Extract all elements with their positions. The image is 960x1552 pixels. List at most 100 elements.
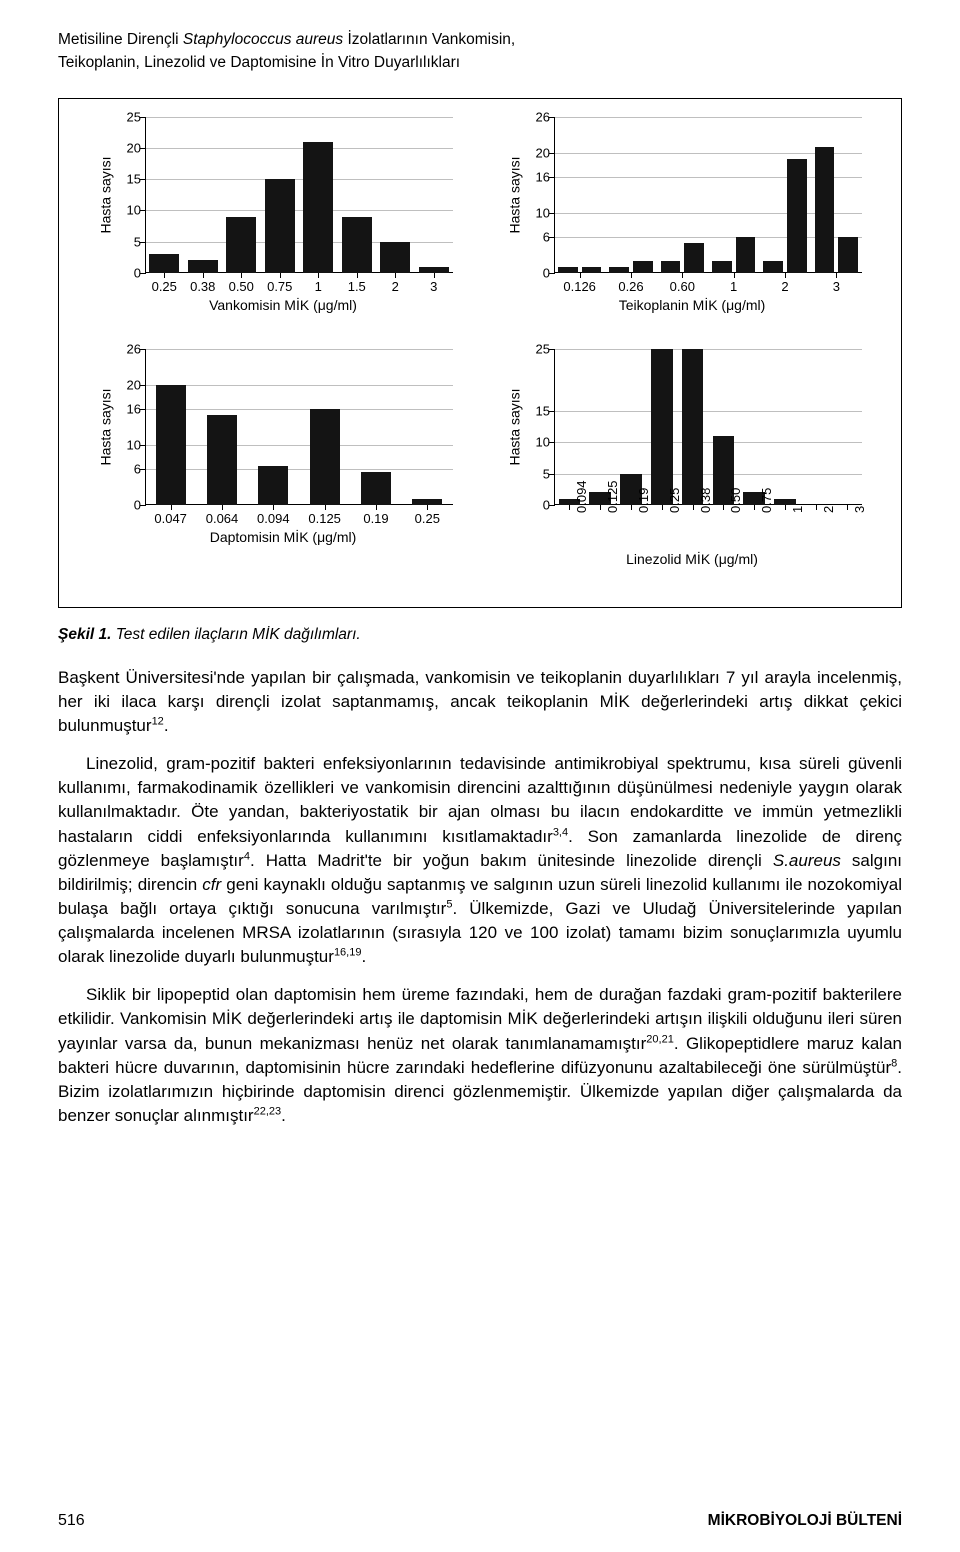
- x-tick-label: 0.094: [574, 480, 589, 513]
- bar: [661, 261, 681, 273]
- bar: [342, 217, 372, 273]
- y-tick-label: 15: [522, 404, 550, 419]
- page-header: Metisiline Dirençli Staphylococcus aureu…: [58, 30, 902, 74]
- y-tick-label: 20: [113, 141, 141, 156]
- y-tick-label: 16: [113, 401, 141, 416]
- x-tick-label: 0.125: [308, 505, 341, 526]
- x-tick-label: 0.50: [229, 273, 254, 294]
- x-tick-label: 1.5: [348, 273, 366, 294]
- header-line1-c: İzolatlarının Vankomisin,: [343, 31, 515, 48]
- bar: [207, 415, 237, 505]
- paragraph-1: Başkent Üniversitesi'nde yapılan bir çal…: [58, 666, 902, 738]
- x-tick-label: 0.126: [563, 273, 596, 294]
- bar: [156, 385, 186, 505]
- x-tick-label: 1: [790, 506, 805, 513]
- x-tick-label: 0.50: [728, 488, 743, 513]
- y-tick-label: 5: [522, 466, 550, 481]
- page-footer: 516 MİKROBİYOLOJİ BÜLTENİ: [58, 1512, 902, 1530]
- y-tick-label: 0: [113, 265, 141, 280]
- bar: [736, 237, 756, 273]
- x-tick-label: 0.125: [605, 480, 620, 513]
- caption-lead: Şekil 1.: [58, 626, 111, 643]
- y-tick-label: 16: [522, 169, 550, 184]
- y-tick-label: 0: [113, 497, 141, 512]
- y-tick-label: 10: [522, 435, 550, 450]
- x-tick-label: 0.25: [667, 488, 682, 513]
- x-tick-label: 0.047: [154, 505, 187, 526]
- bar: [763, 261, 783, 273]
- bar: [188, 260, 218, 272]
- figure-caption: Şekil 1. Test edilen ilaçların MİK dağıl…: [58, 626, 902, 644]
- y-axis-label: Hasta sayısı: [98, 156, 114, 233]
- bar: [787, 159, 807, 273]
- y-axis-label: Hasta sayısı: [507, 156, 523, 233]
- y-tick-label: 26: [522, 109, 550, 124]
- x-tick-label: 2: [392, 273, 399, 294]
- bar: [651, 349, 673, 505]
- paragraph-2: Linezolid, gram-pozitif bakteri enfeksiy…: [58, 752, 902, 969]
- chart-daptomisin: Hasta sayısı06101620260.0470.0640.0940.1…: [71, 349, 480, 567]
- bar: [684, 243, 704, 273]
- header-line2: Teikoplanin, Linezolid ve Daptomisine İn…: [58, 53, 902, 74]
- bar: [682, 349, 704, 505]
- x-axis-label: Linezolid MİK (μg/ml): [522, 551, 862, 567]
- x-tick-label: 0.064: [206, 505, 239, 526]
- x-tick-label: 0.38: [190, 273, 215, 294]
- bar: [361, 472, 391, 505]
- bar: [633, 261, 653, 273]
- y-tick-label: 6: [522, 229, 550, 244]
- y-tick-label: 25: [522, 341, 550, 356]
- y-tick-label: 0: [522, 265, 550, 280]
- x-tick-label: 3: [833, 273, 840, 294]
- x-axis-label: Teikoplanin MİK (μg/ml): [522, 297, 862, 313]
- x-tick-label: 3: [430, 273, 437, 294]
- y-axis-label: Hasta sayısı: [507, 388, 523, 465]
- x-tick-label: 0.19: [636, 488, 651, 513]
- caption-body: Test edilen ilaçların MİK dağılımları.: [111, 626, 360, 643]
- x-tick-label: 0.75: [267, 273, 292, 294]
- bar: [258, 466, 288, 505]
- x-tick-label: 1: [730, 273, 737, 294]
- page-number: 516: [58, 1512, 85, 1530]
- bar: [265, 179, 295, 273]
- y-tick-label: 0: [522, 497, 550, 512]
- bar: [310, 409, 340, 505]
- body-text: Başkent Üniversitesi'nde yapılan bir çal…: [58, 666, 902, 1128]
- x-tick-label: 0.26: [618, 273, 643, 294]
- y-tick-label: 26: [113, 341, 141, 356]
- y-tick-label: 10: [113, 437, 141, 452]
- bar: [149, 254, 179, 273]
- y-tick-label: 6: [113, 461, 141, 476]
- x-axis-label: Daptomisin MİK (μg/ml): [113, 529, 453, 545]
- bar: [712, 261, 732, 273]
- chart-teikoplanin: Hasta sayısı06101620260.1260.260.60123Te…: [480, 117, 889, 313]
- y-tick-label: 10: [522, 205, 550, 220]
- y-tick-label: 10: [113, 203, 141, 218]
- x-tick-label: 0.60: [670, 273, 695, 294]
- y-tick-label: 20: [113, 377, 141, 392]
- charts-frame: Hasta sayısı05101520250.250.380.500.7511…: [58, 98, 902, 608]
- x-tick-label: 1: [315, 273, 322, 294]
- chart-vankomisin: Hasta sayısı05101520250.250.380.500.7511…: [71, 117, 480, 313]
- x-tick-label: 3: [852, 506, 867, 513]
- bar: [303, 142, 333, 273]
- x-tick-label: 0.25: [152, 273, 177, 294]
- x-tick-label: 0.19: [363, 505, 388, 526]
- x-tick-label: 0.094: [257, 505, 290, 526]
- bar: [838, 237, 858, 273]
- paragraph-3: Siklik bir lipopeptid olan daptomisin he…: [58, 983, 902, 1128]
- bar: [226, 217, 256, 273]
- x-tick-label: 0.38: [698, 488, 713, 513]
- y-tick-label: 5: [113, 234, 141, 249]
- bar: [380, 242, 410, 273]
- x-tick-label: 2: [781, 273, 788, 294]
- x-tick-label: 0.25: [415, 505, 440, 526]
- bar: [815, 147, 835, 273]
- journal-name: MİKROBİYOLOJİ BÜLTENİ: [708, 1512, 902, 1530]
- header-line1-a: Metisiline Dirençli: [58, 31, 183, 48]
- x-tick-label: 0.75: [759, 488, 774, 513]
- y-tick-label: 20: [522, 145, 550, 160]
- chart-linezolid: Hasta sayısı051015250.0940.1250.190.250.…: [480, 349, 889, 567]
- header-line1-b: Staphylococcus aureus: [183, 31, 343, 48]
- x-axis-label: Vankomisin MİK (μg/ml): [113, 297, 453, 313]
